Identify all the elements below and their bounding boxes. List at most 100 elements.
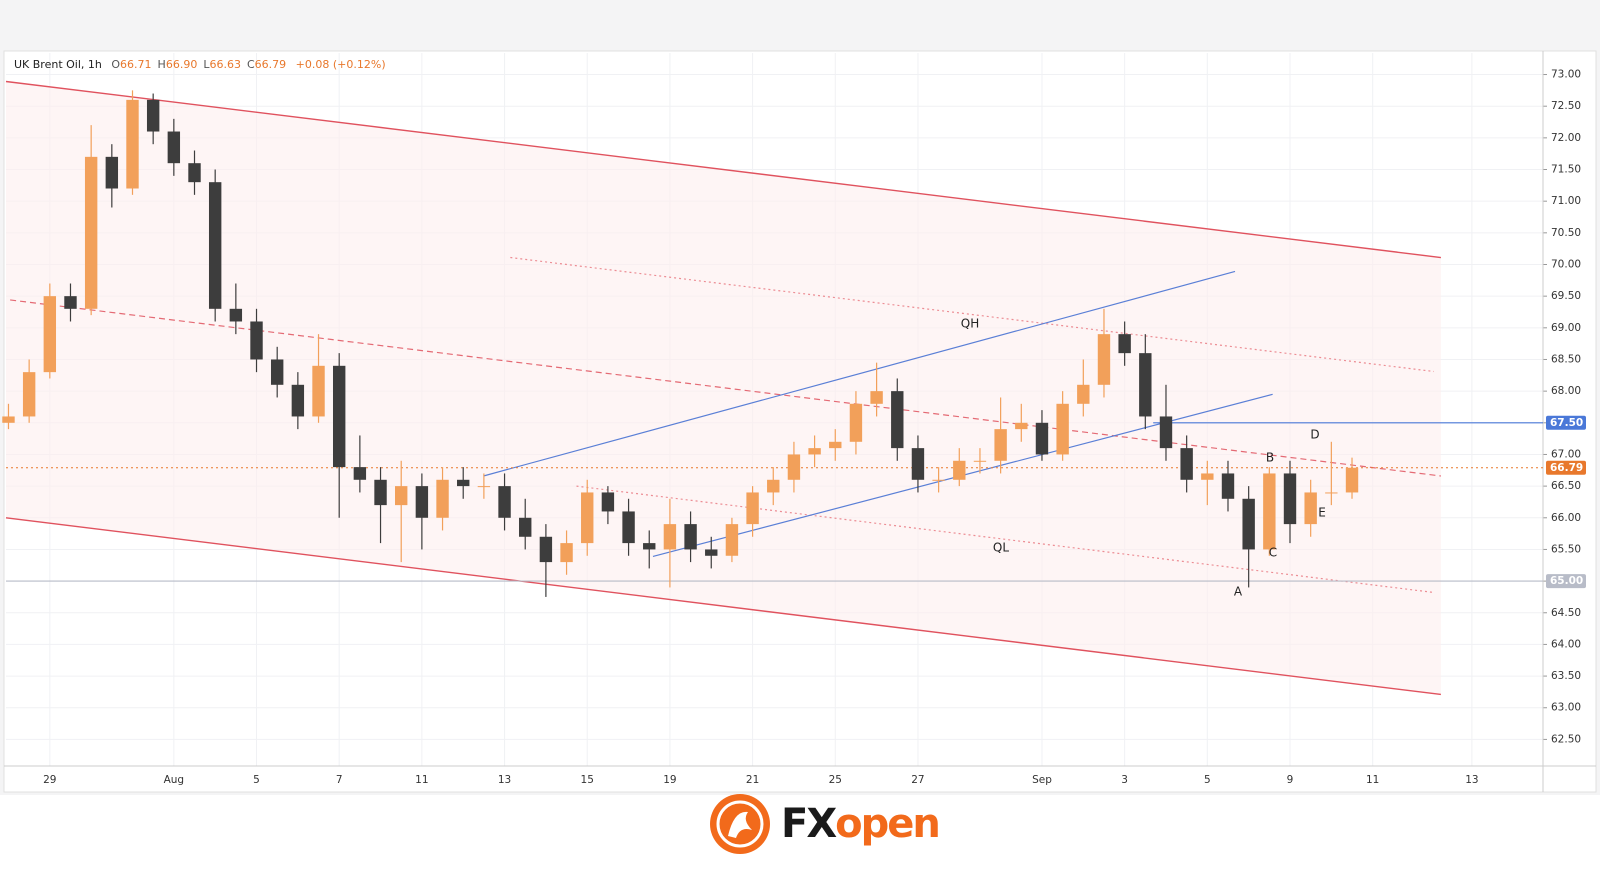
candle-body [519,517,532,537]
y-tick-label: 66.00 [1551,512,1581,524]
candle-body [84,156,98,309]
candle-body [1221,473,1235,499]
candle-body [126,99,139,189]
candle-body [1159,416,1173,449]
candle-body [374,479,387,506]
annotation: B [1266,451,1274,465]
y-tick-label: 71.50 [1551,164,1581,176]
candle-body [22,372,36,417]
y-tick-label: 63.50 [1551,670,1581,682]
candle-body [1077,384,1090,404]
price-badge [1546,574,1586,589]
candle-body [270,359,284,385]
candle-body [663,524,677,550]
x-tick-label: 21 [746,774,759,786]
candle-body [746,492,759,525]
change: +0.08 (+0.12%) [296,58,386,71]
candle-body [105,156,119,189]
candle-body [684,524,697,550]
candle-body [1263,473,1276,550]
y-tick-label: 67.00 [1551,448,1581,460]
candle-body [167,131,181,164]
candle-body [725,524,739,556]
brand-open: open [835,801,939,847]
ohlc-key: C [247,58,255,71]
candle-body [787,454,801,480]
y-tick-label: 70.00 [1551,258,1581,270]
price-badge [1546,460,1586,475]
candle-body [1139,353,1152,417]
candle-body [436,479,449,518]
candle-body [622,511,635,544]
symbol: UK Brent Oil, 1h [14,58,102,71]
candle-body [415,486,429,518]
x-tick-label: 13 [498,774,511,786]
y-tick-label: 64.50 [1551,607,1581,619]
chart-header: UK Brent Oil, 1h O66.71 H66.90 L66.63 C66.7… [14,58,386,71]
annotation: E [1318,506,1326,520]
ohlc-key: O [111,58,120,71]
y-tick-label: 70.50 [1551,227,1581,239]
candle-body [911,448,925,480]
y-tick-label: 73.00 [1551,69,1581,81]
candle-body [932,479,945,481]
price-badge-label: 65.00 [1550,575,1583,587]
candle-body [353,467,367,480]
x-tick-label: 25 [829,774,842,786]
candle-body [1118,334,1131,354]
y-tick-label: 69.00 [1551,322,1581,334]
candle-body [705,549,718,556]
candle-body [1242,498,1255,550]
candle-body [498,486,511,518]
x-tick-label: 29 [43,774,56,786]
candle-body [601,492,615,512]
x-tick-label: 27 [911,774,924,786]
candle-body [581,492,594,544]
candle-body [849,403,863,442]
price-badge-label: 67.50 [1550,417,1583,429]
ohlc: O66.71 H66.90 L66.63 C66.79 [111,58,286,71]
trend-line [576,485,1434,594]
candle-body [1304,492,1317,525]
y-tick-label: 72.50 [1551,100,1581,112]
x-tick-label: 7 [336,774,343,786]
candle-body [2,416,15,423]
candle-body [64,296,77,309]
x-tick-label: 13 [1465,774,1478,786]
candle-body [539,536,553,563]
y-tick-label: 68.50 [1551,353,1581,365]
plot: 62.50 63.00 63.50 64.00 64.50 65.00 65.50 66.00… [2,51,1596,792]
x-tick-label: 5 [253,774,260,786]
candle-body [188,163,201,183]
candle-body [229,308,243,322]
candle-body [1180,448,1193,480]
x-tick-label: Aug [164,774,185,786]
candle-body [953,460,966,480]
x-tick-label: 11 [1366,774,1379,786]
candle-body [291,384,305,417]
brand-fx: FX [781,801,837,847]
channel-fill [6,81,1441,695]
candle-body [829,441,842,449]
trend-line [10,299,1441,477]
candle-body [1015,422,1028,430]
candle-body [994,429,1007,461]
candle-body [1283,473,1297,525]
logo-ring [716,800,764,848]
y-tick-label: 62.50 [1551,733,1581,745]
candle-body [767,479,780,493]
logo-dragon [728,811,752,838]
brand: FXopen [781,801,939,847]
ohlc-value: 66.63 [209,58,241,71]
y-tick-label: 71.00 [1551,195,1581,207]
candle-body [1201,473,1214,480]
candle-body [1097,334,1111,385]
candle-body [1345,467,1359,493]
candle-body [643,543,656,550]
y-tick-label: 64.00 [1551,638,1581,650]
candle-body [477,486,491,488]
price-badge [1546,415,1586,430]
annotation: A [1234,585,1243,599]
